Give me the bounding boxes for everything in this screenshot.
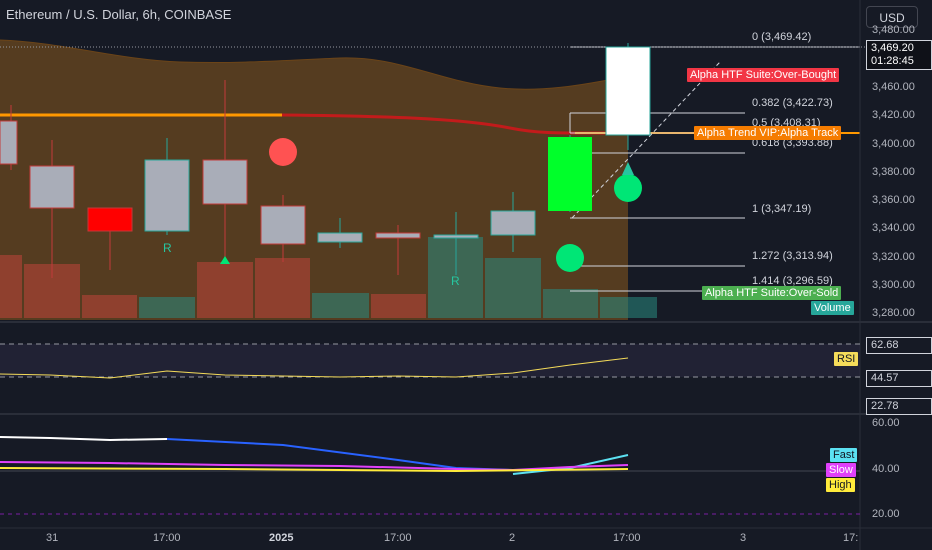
alpha-track-tag: Alpha Trend VIP:Alpha Track: [694, 126, 842, 140]
price-tick: 3,300.00: [872, 279, 915, 291]
volume-tag: Volume: [811, 301, 854, 315]
time-tick: 3: [740, 532, 747, 544]
candles: [0, 43, 651, 278]
osc-high-line: [0, 467, 629, 473]
time-tick: 2: [509, 532, 516, 544]
high-tag: High: [826, 478, 855, 492]
current-price-box: 3,469.20 01:28:45: [866, 40, 932, 70]
time-tick: 17:00: [384, 532, 412, 544]
time-tick: 17:: [843, 532, 859, 544]
candle: [29, 165, 75, 209]
fib-level-label: 0.618 (3,393.88): [752, 137, 833, 149]
rsi-value-label: 44.57: [866, 370, 932, 387]
bar-countdown: 01:28:45: [871, 55, 914, 67]
candle: [605, 46, 651, 136]
volume-bar: [82, 295, 137, 318]
osc-tick: 20.00: [872, 508, 900, 520]
price-tick: 3,380.00: [872, 166, 915, 178]
rsi-upper-label: 62.68: [866, 337, 932, 354]
price-tick: 3,400.00: [872, 138, 915, 150]
fib-level-label: 1.272 (3,313.94): [752, 250, 833, 262]
volume-bar: [543, 289, 598, 318]
fib-level-label: 0 (3,469.42): [752, 31, 812, 43]
price-tick: 3,420.00: [872, 109, 915, 121]
buy-triangle-icon: [622, 162, 634, 175]
osc-tick: 60.00: [872, 417, 900, 429]
volume-bar: [485, 258, 541, 318]
candle: [0, 120, 18, 165]
rsi-tag: RSI: [834, 352, 859, 366]
current-price: 3,469.20: [871, 42, 914, 54]
osc-fast-line: [0, 436, 168, 442]
price-tick: 3,460.00: [872, 81, 915, 93]
candle: [317, 232, 363, 243]
fib-level-label: 0.382 (3,422.73): [752, 97, 833, 109]
rsi-lower-label: 22.78: [866, 398, 932, 415]
fast-tag: Fast: [830, 448, 858, 462]
r-marker: R: [163, 241, 172, 255]
candle: [375, 232, 421, 239]
symbol-title[interactable]: Ethereum / U.S. Dollar, 6h, COINBASE: [6, 7, 232, 22]
volume-bar: [197, 262, 253, 318]
fib-level-label: 1.414 (3,296.59): [752, 275, 833, 287]
currency-button[interactable]: USD: [866, 6, 918, 28]
price-tick: 3,480.00: [872, 24, 915, 36]
osc-tick: 40.00: [872, 463, 900, 475]
time-tick: 2025: [269, 532, 294, 544]
candle: [548, 137, 592, 211]
price-tick: 3,340.00: [872, 222, 915, 234]
overbought-dot: [269, 138, 297, 166]
trend-band-upper: [0, 39, 629, 90]
time-tick: 31: [46, 532, 59, 544]
price-tick: 3,320.00: [872, 251, 915, 263]
candle: [202, 159, 248, 205]
overbought-tag: Alpha HTF Suite:Over-Bought: [687, 68, 840, 82]
candle: [144, 159, 190, 232]
oversold-dot: [556, 244, 584, 272]
slow-tag: Slow: [826, 463, 856, 477]
alpha-track-line-red: [281, 113, 629, 135]
candle: [260, 205, 306, 245]
candle: [433, 234, 479, 239]
price-tick: 3,280.00: [872, 307, 915, 319]
oversold-tag: Alpha HTF Suite:Over-Sold: [702, 286, 842, 300]
time-tick: 17:00: [153, 532, 181, 544]
rsi-band: [0, 344, 860, 377]
time-tick: 17:00: [613, 532, 641, 544]
candle: [87, 207, 133, 232]
volume-bar: [371, 294, 426, 318]
rsi-line: [0, 357, 629, 379]
fib-trendline: [571, 61, 721, 219]
oversold-dot: [614, 174, 642, 202]
volume-bar: [139, 297, 195, 318]
volume-bar: [312, 293, 369, 318]
buy-triangle-icon: [220, 256, 230, 264]
volume-bar: [600, 297, 657, 318]
price-tick: 3,360.00: [872, 194, 915, 206]
fib-level-label: 1 (3,347.19): [752, 203, 812, 215]
volume-bars: [0, 237, 657, 318]
candle: [490, 210, 536, 236]
osc-slow-line: [0, 461, 629, 472]
volume-bar: [0, 255, 22, 318]
r-marker: R: [451, 274, 460, 288]
volume-bar: [255, 258, 310, 318]
